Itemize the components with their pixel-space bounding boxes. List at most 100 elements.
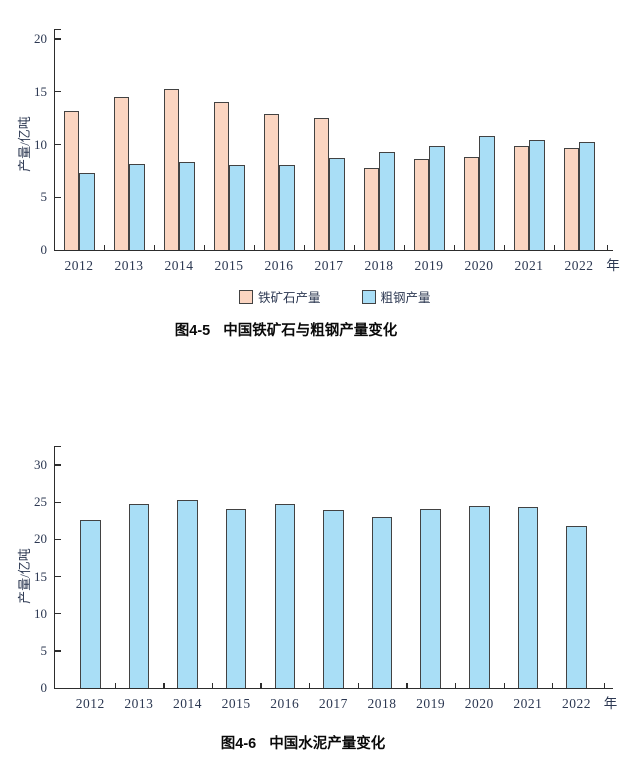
x-tick	[357, 683, 359, 688]
cement-bar-2017	[323, 510, 344, 688]
iron-ore-bar-2014	[163, 88, 179, 250]
y-tick-label: 5	[40, 189, 48, 205]
y-tick-label: 30	[34, 457, 47, 472]
x-tick	[354, 245, 356, 250]
iron-ore-bar-2013	[113, 97, 129, 250]
x-axis-unit: 年	[603, 696, 618, 711]
x-tick-label: 2014	[173, 696, 203, 711]
x-axis-end-tick	[607, 245, 609, 250]
cement-bar-2014	[177, 499, 198, 688]
crude-steel-bar-2016	[279, 164, 295, 250]
x-tick-label: 2022	[564, 258, 594, 273]
x-tick-label: 2021	[513, 696, 543, 711]
y-tick-label: 15	[34, 83, 47, 99]
crude-steel-bar-2012	[79, 173, 95, 250]
x-tick	[254, 245, 256, 250]
y-tick-label: 0	[40, 242, 48, 257]
y-tick-label: 25	[34, 494, 47, 510]
y-tick-label: 0	[40, 680, 48, 695]
x-tick-label: 2020	[464, 696, 494, 711]
iron-ore-bar-2019	[413, 159, 429, 250]
crude-steel-swatch	[361, 289, 376, 304]
y-axis-line	[53, 29, 55, 250]
x-tick	[154, 245, 156, 250]
figure-number: 图4-6	[220, 736, 257, 752]
cement-bar-2015	[225, 508, 247, 688]
cement-bar-2012	[80, 520, 101, 688]
y-tick	[55, 464, 61, 466]
x-tick-label: 2018	[364, 258, 394, 273]
y-tick	[55, 650, 61, 652]
x-tick-label: 2015	[221, 696, 251, 711]
x-tick	[454, 683, 457, 688]
iron-ore-bar-2022	[563, 147, 579, 250]
cement-bar-2022	[566, 525, 587, 688]
y-axis-line	[53, 446, 55, 688]
cement-bar-2019	[420, 508, 441, 688]
figure-number: 图4-5	[174, 323, 211, 339]
x-tick-label: 2013	[114, 258, 144, 273]
legend-label-iron-ore: 铁矿石产量	[258, 291, 321, 305]
crude-steel-bar-2013	[129, 163, 145, 250]
iron-ore-bar-2012	[63, 110, 79, 250]
iron-ore-swatch	[239, 289, 253, 304]
x-tick-label: 2016	[270, 696, 300, 711]
x-tick-label: 2019	[416, 696, 446, 711]
x-tick	[404, 245, 406, 250]
y-axis-end-tick	[55, 446, 61, 448]
crude-steel-bar-2019	[429, 145, 445, 250]
iron-ore-bar-2016	[263, 113, 279, 250]
x-tick-label: 2015	[214, 258, 244, 273]
legend-item-crude-steel: 粗钢产量	[361, 287, 431, 306]
x-axis-end-tick	[604, 683, 606, 688]
y-tick	[55, 91, 61, 93]
x-tick-label: 2020	[464, 258, 494, 273]
crude-steel-bar-2015	[229, 164, 245, 250]
x-axis-line	[53, 250, 613, 252]
x-tick	[554, 245, 556, 250]
x-tick-label: 2014	[164, 258, 194, 273]
cement-bar-2020	[469, 505, 490, 688]
x-tick	[260, 683, 262, 688]
y-tick-label: 20	[34, 31, 47, 46]
x-tick-label: 2016	[264, 258, 294, 273]
crude-steel-bar-2020	[479, 136, 495, 250]
x-tick	[406, 683, 408, 688]
y-axis-title: 产量/亿吨	[17, 548, 32, 604]
legend-item-iron-ore: 铁矿石产量	[239, 287, 321, 306]
y-tick	[55, 575, 61, 578]
y-axis-title: 产量/亿吨	[17, 116, 32, 172]
x-tick-label: 2018	[367, 696, 397, 711]
cement-bar-2021	[517, 507, 539, 688]
x-tick	[503, 683, 505, 688]
x-tick	[454, 245, 456, 250]
x-tick	[552, 683, 554, 688]
crude-steel-bar-2022	[579, 142, 595, 250]
iron-ore-bar-2020	[463, 157, 479, 250]
x-tick-label: 2021	[514, 258, 544, 273]
iron-steel-chart-plot: 0 5 10 15 20 2012 2013 2014 2015 2016 2017 2018 2019…	[34, 29, 620, 273]
x-tick-label: 2012	[75, 696, 105, 711]
iron-ore-bar-2017	[313, 118, 329, 250]
x-tick	[204, 245, 206, 250]
x-tick-label: 2013	[124, 696, 154, 711]
cement-chart-plot: 0 5 10 15 20 25 30 2012 2013 2014 2015 2016 2017 2018…	[34, 446, 617, 711]
y-tick	[55, 143, 61, 146]
legend: 铁矿石产量 粗钢产量	[239, 287, 431, 306]
y-tick-label: 10	[34, 605, 47, 621]
y-tick-label: 5	[40, 642, 48, 658]
cement-bar-2016	[274, 504, 296, 688]
y-tick	[55, 38, 61, 40]
x-tick-label: 2017	[318, 696, 348, 711]
cement-bar-2018	[371, 517, 393, 688]
y-tick	[55, 538, 61, 541]
y-tick-label: 20	[34, 531, 47, 547]
legend-label-crude-steel: 粗钢产量	[380, 291, 431, 305]
x-tick	[104, 245, 106, 250]
y-tick-label: 10	[34, 136, 47, 152]
y-tick	[55, 196, 61, 198]
figure-caption-4-6: 图4-6 中国水泥产量变化	[0, 735, 606, 753]
figure-title: 中国铁矿石与粗钢产量变化	[223, 323, 398, 339]
y-axis-end-tick	[55, 29, 61, 31]
